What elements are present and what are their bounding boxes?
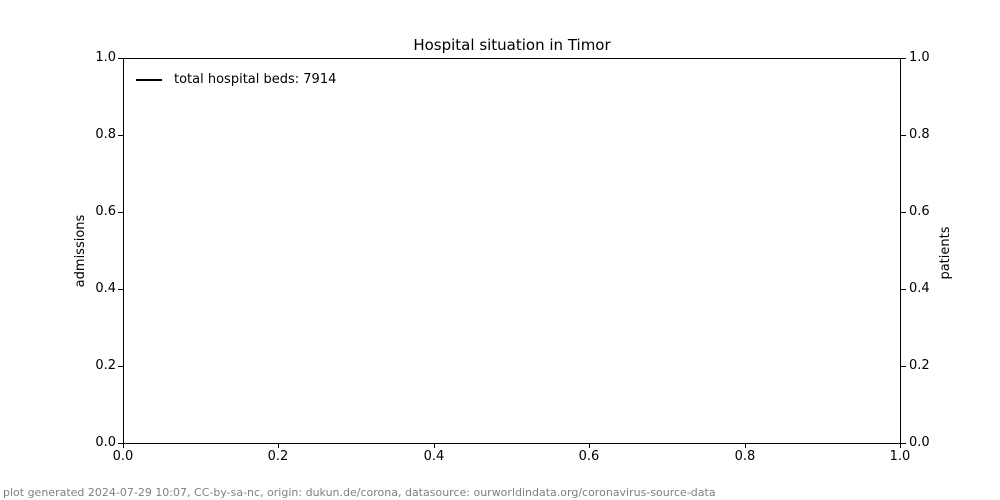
y-right-tick-mark <box>901 212 906 213</box>
y-left-tick-mark <box>118 212 123 213</box>
y-right-tick-label: 0.0 <box>909 435 930 450</box>
y-right-tick-label: 1.0 <box>909 50 930 65</box>
y-right-tick-mark <box>901 58 906 59</box>
y-right-tick-mark <box>901 443 906 444</box>
y-left-tick-label: 0.4 <box>95 281 116 296</box>
legend-label: total hospital beds: 7914 <box>174 72 337 87</box>
y-left-tick-label: 1.0 <box>95 50 116 65</box>
legend-line-swatch <box>136 79 162 81</box>
y-left-tick-mark <box>118 366 123 367</box>
footer-attribution: plot generated 2024-07-29 10:07, CC-by-s… <box>3 486 716 499</box>
y-right-tick-mark <box>901 366 906 367</box>
y-left-tick-mark <box>118 58 123 59</box>
x-tick-mark <box>745 444 746 448</box>
y-left-tick-label: 0.6 <box>95 204 116 219</box>
x-tick-mark <box>278 444 279 448</box>
y-right-tick-label: 0.4 <box>909 281 930 296</box>
y-left-tick-mark <box>118 135 123 136</box>
y-axis-label-left: admissions <box>73 214 88 288</box>
x-tick-label: 1.0 <box>889 449 911 464</box>
x-tick-label: 0.4 <box>423 449 445 464</box>
y-right-tick-mark <box>901 135 906 136</box>
y-right-tick-mark <box>901 289 906 290</box>
x-tick-mark <box>123 444 124 448</box>
y-left-tick-label: 0.0 <box>95 435 116 450</box>
y-right-tick-label: 0.6 <box>909 204 930 219</box>
legend: total hospital beds: 7914 <box>136 72 336 88</box>
x-tick-label: 0.0 <box>112 449 134 464</box>
y-axis-label-right: patients <box>938 226 953 280</box>
y-left-tick-mark <box>118 289 123 290</box>
y-right-tick-label: 0.2 <box>909 358 930 373</box>
chart-title: Hospital situation in Timor <box>413 36 611 54</box>
x-tick-mark <box>434 444 435 448</box>
y-right-tick-label: 0.8 <box>909 127 930 142</box>
x-tick-label: 0.8 <box>734 449 756 464</box>
x-tick-label: 0.6 <box>578 449 600 464</box>
y-left-tick-label: 0.2 <box>95 358 116 373</box>
y-left-tick-label: 0.8 <box>95 127 116 142</box>
y-left-tick-mark <box>118 443 123 444</box>
x-tick-mark <box>589 444 590 448</box>
x-tick-label: 0.2 <box>267 449 289 464</box>
x-tick-mark <box>900 444 901 448</box>
plot-area: total hospital beds: 7914 <box>123 58 901 444</box>
